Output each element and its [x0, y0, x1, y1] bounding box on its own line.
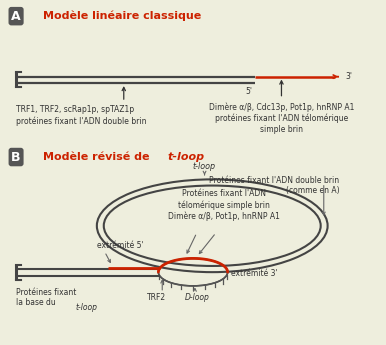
Text: Protéines fixant
la base du: Protéines fixant la base du — [16, 288, 76, 307]
Text: t-loop: t-loop — [193, 162, 216, 171]
Text: Modèle révisé de: Modèle révisé de — [43, 152, 153, 162]
Text: A: A — [11, 10, 21, 23]
Text: TRF1, TRF2, scRap1p, spTAZ1p
protéines fixant l'ADN double brin: TRF1, TRF2, scRap1p, spTAZ1p protéines f… — [16, 106, 147, 126]
Text: extrémité 3': extrémité 3' — [232, 269, 278, 278]
Text: B: B — [11, 150, 21, 164]
Text: TRF2: TRF2 — [147, 294, 166, 303]
Text: D-loop: D-loop — [185, 294, 209, 303]
Text: Dimère α/β, Cdc13p, Pot1p, hnRNP A1
protéines fixant l'ADN télomérique
simple br: Dimère α/β, Cdc13p, Pot1p, hnRNP A1 prot… — [209, 102, 354, 135]
Text: Protéines fixant l'ADN double brin
(comme en A): Protéines fixant l'ADN double brin (comm… — [209, 176, 339, 195]
Text: t-loop: t-loop — [76, 303, 98, 312]
Text: 5': 5' — [245, 87, 252, 96]
Text: Modèle linéaire classique: Modèle linéaire classique — [43, 11, 201, 21]
Text: t-loop: t-loop — [168, 152, 205, 162]
Text: extrémité 5': extrémité 5' — [97, 241, 144, 250]
Text: 3': 3' — [345, 72, 352, 81]
Text: Protéines fixant l'ADN
télomérique simple brin
Dimère α/β, Pot1p, hnRNP A1: Protéines fixant l'ADN télomérique simpl… — [168, 189, 280, 221]
